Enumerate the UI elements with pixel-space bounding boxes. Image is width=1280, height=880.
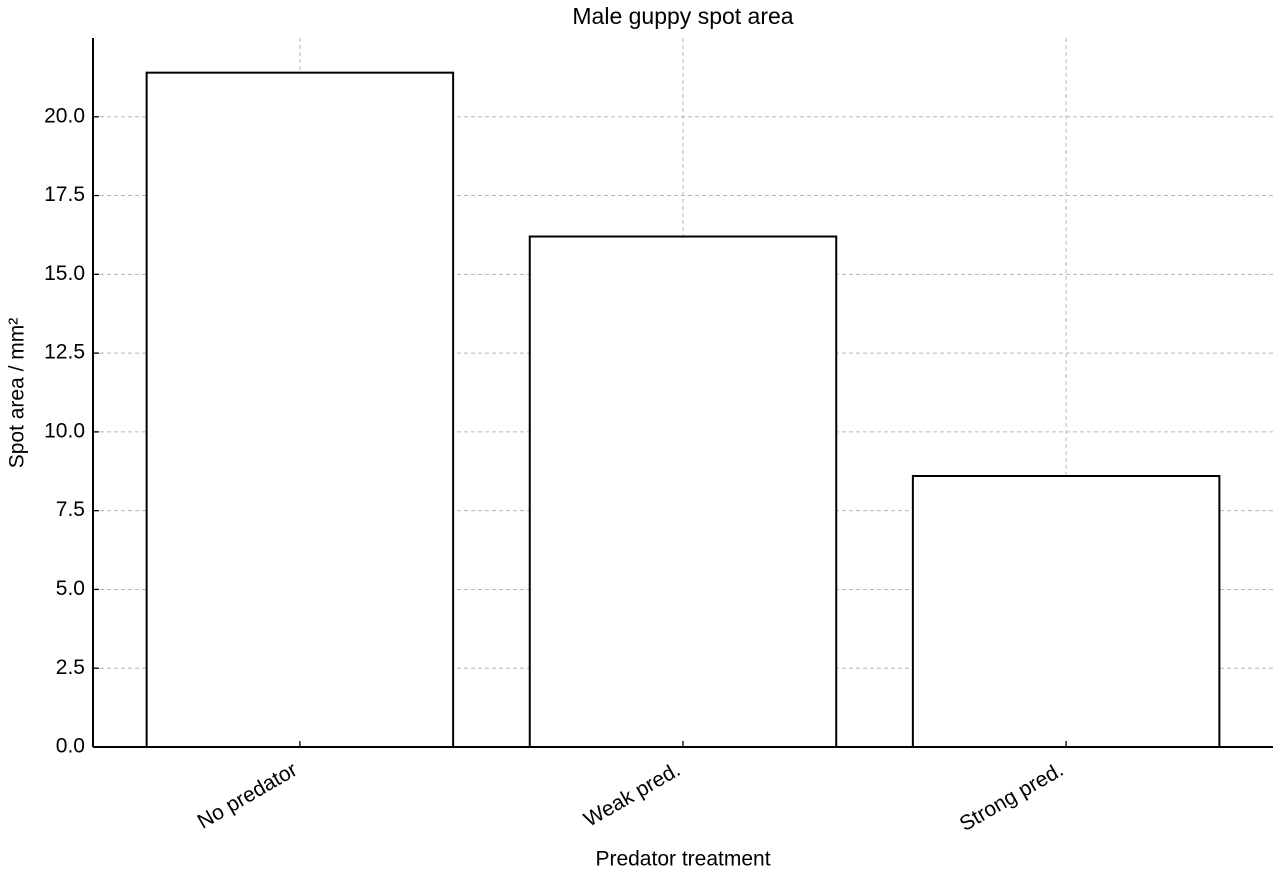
y-tick-label: 5.0 — [56, 577, 85, 600]
y-tick-label: 12.5 — [44, 341, 85, 364]
y-tick-label: 20.0 — [44, 104, 85, 127]
bar — [145, 71, 455, 748]
y-tick-label: 10.0 — [44, 419, 85, 442]
x-axis-label: Predator treatment — [595, 848, 770, 871]
x-tick-label: No predator — [194, 758, 302, 833]
bar — [528, 235, 838, 749]
y-tick-label: 17.5 — [44, 183, 85, 206]
x-tick-label: Strong pred. — [956, 758, 1068, 836]
x-tick-label: Weak pred. — [580, 758, 684, 831]
y-tick-label: 0.0 — [56, 735, 85, 758]
y-tick-label: 7.5 — [56, 498, 85, 521]
chart-title: Male guppy spot area — [572, 3, 793, 29]
y-tick-label: 15.0 — [44, 262, 85, 285]
y-axis-label: Spot area / mm² — [6, 318, 29, 469]
y-tick-label: 2.5 — [56, 656, 85, 679]
bar — [911, 475, 1221, 748]
